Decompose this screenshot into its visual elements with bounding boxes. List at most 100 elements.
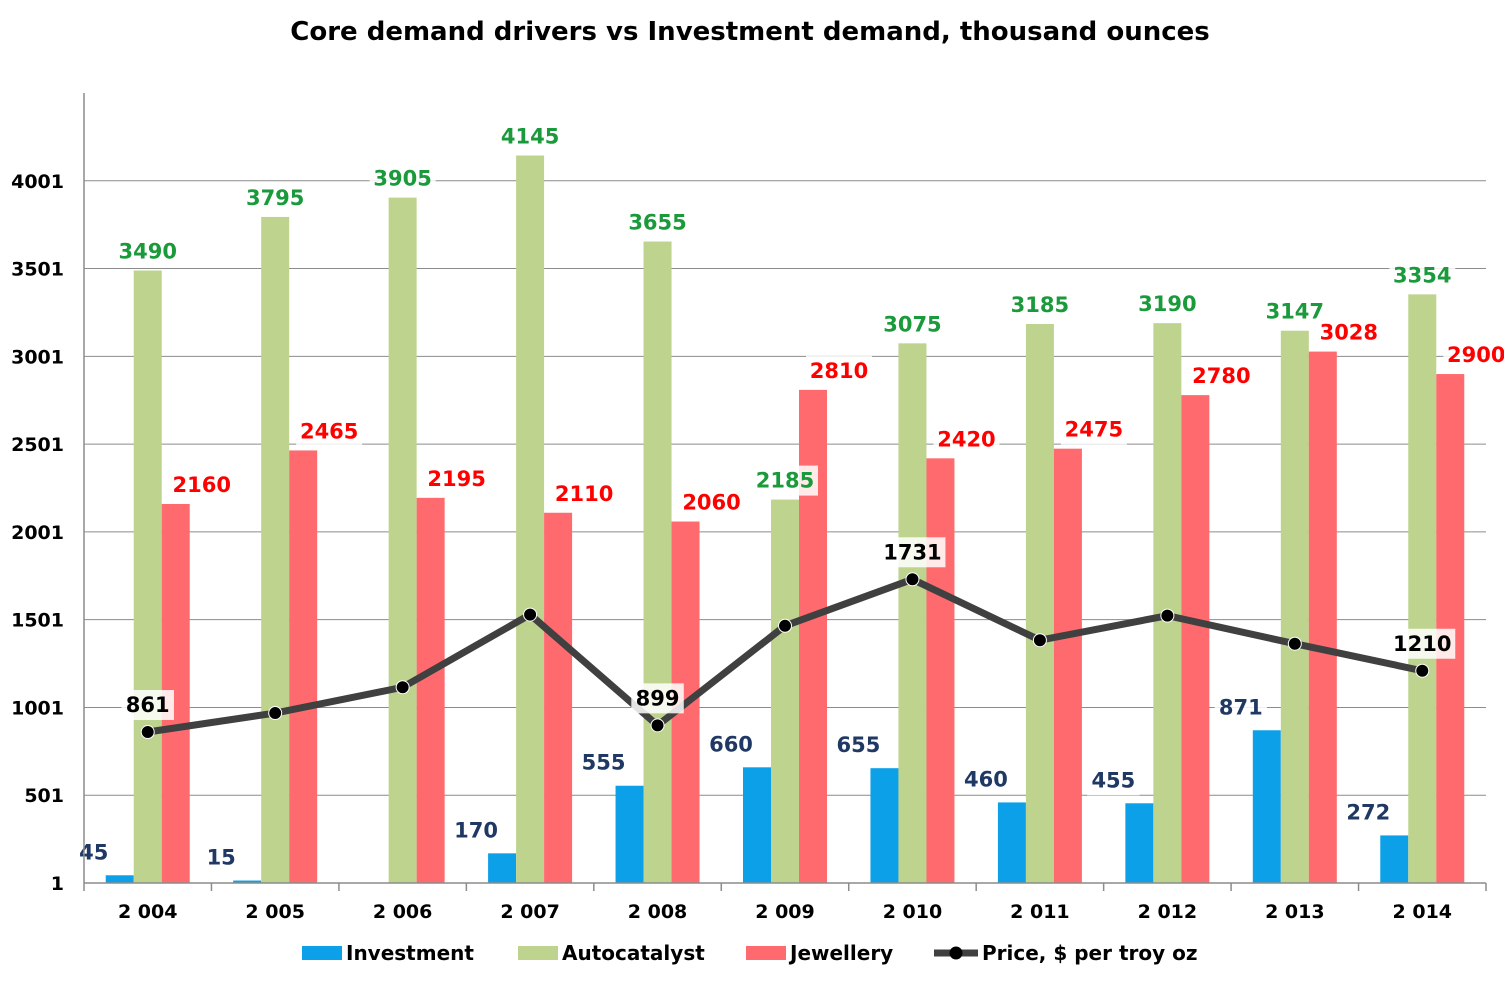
- data-label-investment-bg: [1087, 765, 1140, 796]
- price-point: [650, 718, 665, 733]
- data-label-jewellery-bg: [678, 487, 745, 518]
- y-tick-label: 2501: [11, 434, 64, 456]
- x-tick-label: 2 008: [628, 901, 688, 923]
- price-point: [523, 607, 538, 622]
- data-label-price: 861: [126, 693, 170, 717]
- bar-investment: [615, 785, 644, 883]
- data-label-jewellery: 2110: [555, 482, 613, 506]
- price-line: [140, 572, 1430, 740]
- data-label-investment-bg: [577, 747, 630, 778]
- bar-autocatalyst: [261, 216, 290, 884]
- data-label-autocatalyst: 3075: [883, 312, 941, 336]
- data-label-autocatalyst-bg: [1134, 289, 1201, 320]
- x-tick-label: 2 004: [118, 901, 178, 923]
- y-tick-label: 3501: [11, 259, 64, 281]
- x-tick-label: 2 009: [755, 901, 815, 923]
- data-label-jewellery-bg: [423, 463, 490, 494]
- data-label-autocatalyst-bg: [879, 309, 946, 340]
- data-label-jewellery-bg: [551, 478, 618, 509]
- legend-label: Price, $ per troy oz: [982, 941, 1198, 965]
- bar-investment: [105, 875, 134, 883]
- data-label-investment-bg: [201, 842, 241, 873]
- bars: [105, 155, 1465, 884]
- data-label-autocatalyst: 3147: [1266, 300, 1324, 324]
- bar-autocatalyst: [1408, 294, 1437, 884]
- data-label-autocatalyst: 2185: [756, 469, 814, 493]
- data-label-autocatalyst-bg: [242, 182, 309, 213]
- data-label-jewellery: 2780: [1192, 364, 1250, 388]
- bar-investment: [1252, 730, 1281, 883]
- bar-autocatalyst: [1280, 330, 1309, 883]
- data-label-autocatalyst-bg: [114, 236, 181, 267]
- data-label-investment-bg: [1214, 692, 1268, 723]
- bar-investment: [870, 768, 899, 883]
- data-label-jewellery: 2195: [427, 467, 485, 491]
- data-label-investment-bg: [959, 764, 1013, 795]
- bar-investment: [233, 880, 262, 883]
- bar-jewellery: [799, 389, 827, 883]
- data-label-price: 899: [636, 686, 680, 710]
- legend-label: Autocatalyst: [562, 941, 705, 965]
- bar-investment: [997, 802, 1026, 883]
- data-label-jewellery: 2465: [300, 419, 358, 443]
- data-label-jewellery-bg: [1188, 361, 1255, 392]
- data-label-autocatalyst: 3795: [246, 186, 304, 210]
- price-point: [1032, 633, 1047, 648]
- legend-label: Jewellery: [788, 941, 893, 965]
- data-label-autocatalyst: 3905: [373, 167, 431, 191]
- data-label-autocatalyst: 4145: [501, 124, 559, 148]
- data-label-jewellery: 2900: [1447, 343, 1504, 367]
- data-label-investment-bg: [832, 730, 885, 761]
- legend-swatch-autocatalyst: [518, 946, 558, 960]
- data-label-investment: 272: [1346, 800, 1390, 824]
- price-point: [1160, 608, 1175, 623]
- x-tick-label: 2 013: [1265, 901, 1325, 923]
- bar-autocatalyst: [643, 241, 672, 883]
- bar-autocatalyst: [1025, 324, 1054, 883]
- y-tick-label: 1001: [11, 697, 64, 719]
- legend: Investment Autocatalyst Jewellery Price, $ …: [302, 941, 1198, 965]
- bar-jewellery: [1436, 374, 1465, 883]
- legend-label: Investment: [346, 941, 474, 965]
- y-tick-label: 3001: [11, 346, 64, 368]
- bar-investment: [1380, 835, 1409, 883]
- data-label-investment: 871: [1219, 695, 1263, 719]
- data-label-autocatalyst: 3655: [628, 211, 686, 235]
- y-tick-label: 501: [24, 785, 64, 807]
- bar-jewellery: [1053, 448, 1082, 883]
- y-tick-label: 2001: [11, 522, 64, 544]
- data-label-investment-bg: [704, 729, 758, 760]
- bar-jewellery: [289, 450, 318, 883]
- data-label-investment-bg: [449, 815, 503, 846]
- bar-jewellery: [926, 458, 955, 883]
- bar-autocatalyst: [388, 197, 417, 883]
- bar-investment: [743, 767, 771, 883]
- x-tick-label: 2 011: [1010, 901, 1070, 923]
- chart-title: Core demand drivers vs Investment demand…: [290, 17, 1209, 47]
- bar-jewellery: [1308, 351, 1337, 883]
- data-label-autocatalyst-bg: [624, 207, 691, 238]
- price-point: [1287, 636, 1302, 651]
- legend-swatch-price-marker: [949, 946, 963, 960]
- data-label-investment: 460: [964, 767, 1008, 791]
- x-tick-label: 2 007: [500, 901, 560, 923]
- data-label-autocatalyst-bg: [369, 163, 436, 194]
- x-tick-label: 2 005: [245, 901, 305, 923]
- data-label-jewellery-bg: [296, 416, 363, 447]
- data-label-investment: 660: [709, 732, 753, 756]
- data-label-jewellery: 3028: [1320, 321, 1378, 345]
- data-label-autocatalyst: 3185: [1011, 293, 1069, 317]
- y-tick-label: 1: [51, 873, 64, 895]
- bar-autocatalyst: [898, 343, 927, 883]
- data-label-jewellery-bg: [1443, 340, 1504, 371]
- bar-jewellery: [1181, 395, 1210, 883]
- y-tick-label: 4001: [11, 171, 64, 193]
- data-label-autocatalyst: 3190: [1138, 292, 1196, 316]
- data-label-jewellery: 2475: [1065, 418, 1123, 442]
- price-point: [140, 725, 155, 740]
- data-label-autocatalyst-bg: [497, 121, 564, 152]
- x-tick-label: 2 014: [1393, 901, 1453, 923]
- data-label-autocatalyst-bg: [1006, 290, 1073, 321]
